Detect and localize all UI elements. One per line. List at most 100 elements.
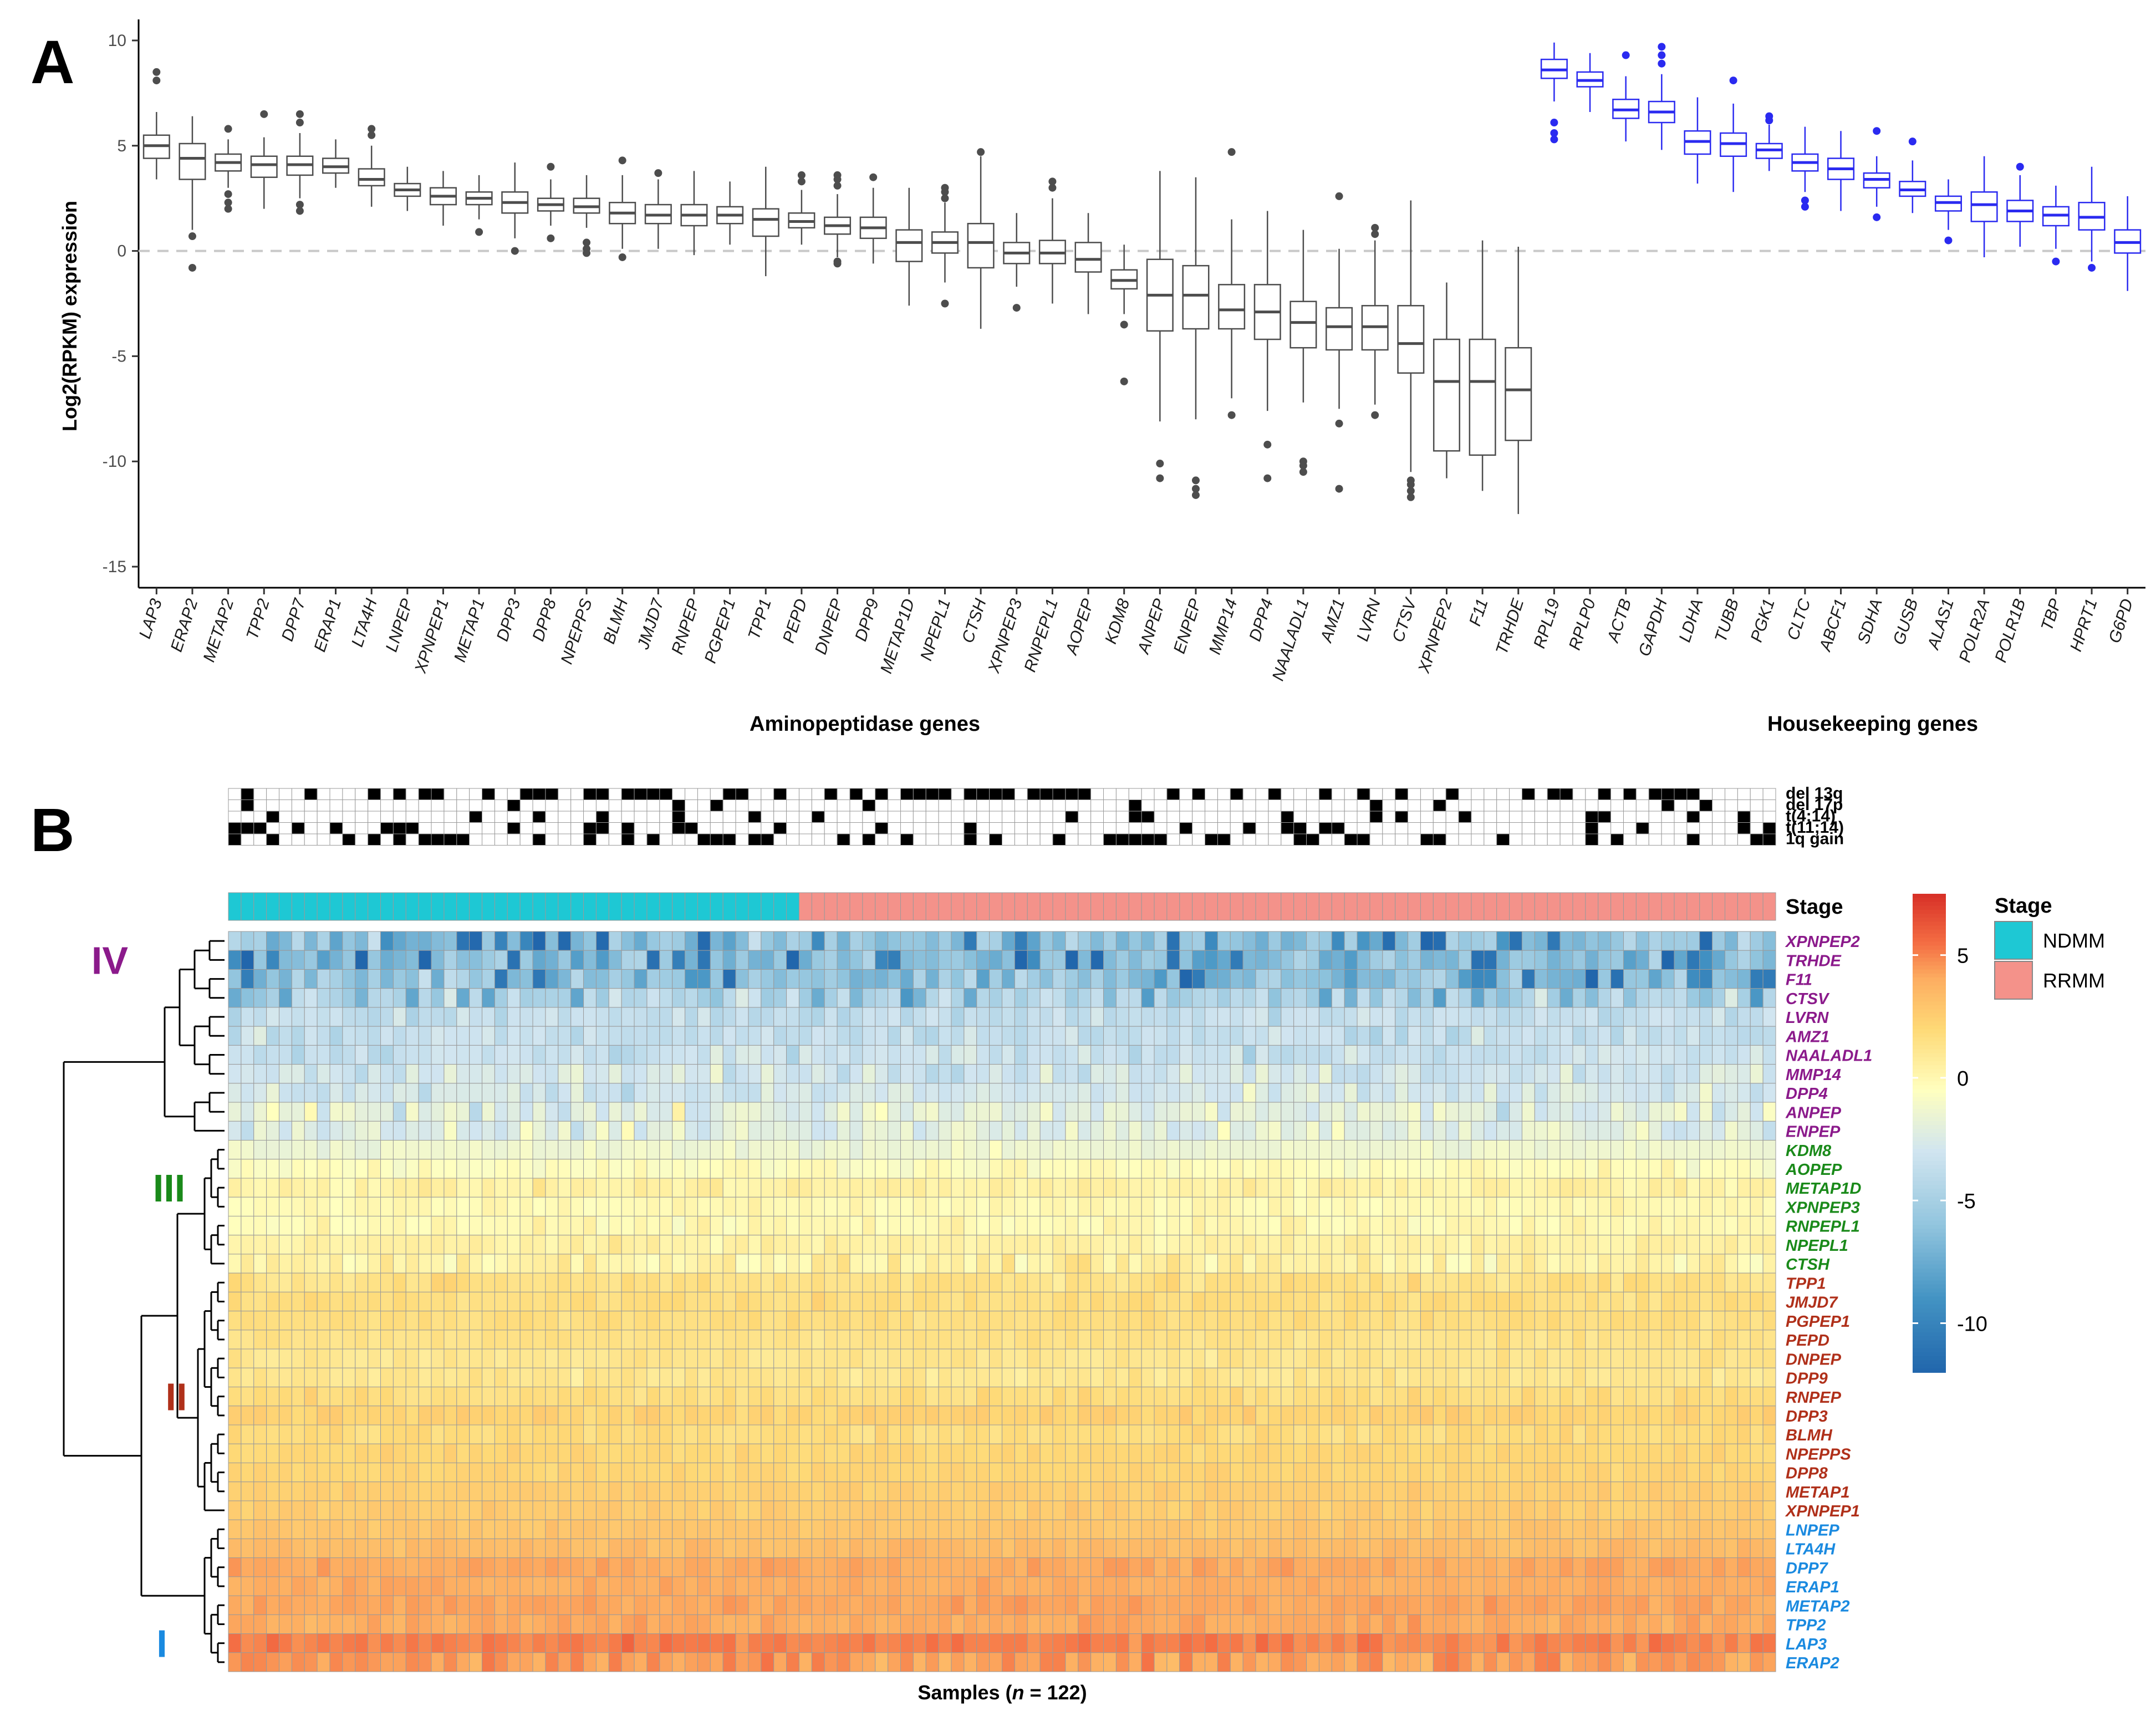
heatmap-cell (964, 1159, 977, 1179)
heatmap-cell (608, 931, 622, 951)
heatmap-cell (1762, 1367, 1776, 1388)
heatmap-cell (1420, 988, 1434, 1008)
heatmap-cell (431, 1462, 445, 1483)
heatmap-cell (519, 1064, 533, 1084)
heatmap-cell (786, 1406, 799, 1425)
heatmap-cell (1661, 1406, 1675, 1425)
heatmap-cell (951, 1406, 965, 1425)
heatmap-cell (507, 1311, 521, 1331)
gene-tick-label: AMZ1 (1317, 597, 1348, 645)
heatmap-cell (1205, 1026, 1218, 1046)
heatmap-cell (1281, 1215, 1294, 1236)
heatmap-cell (773, 1007, 787, 1027)
heatmap-cell (1420, 1102, 1434, 1122)
heatmap-cell (646, 1424, 660, 1444)
heatmap-cell (1128, 1159, 1142, 1179)
heatmap-cell (519, 931, 533, 951)
outlier-point (1263, 440, 1272, 449)
heatmap-cell (1509, 1178, 1522, 1198)
heatmap-cell (1737, 1083, 1751, 1103)
heatmap-cell (1408, 1424, 1421, 1444)
heatmap-cell (355, 1026, 369, 1046)
heatmap-cell (494, 1235, 508, 1255)
heatmap-cell (253, 1311, 267, 1331)
heatmap-cell (1281, 1462, 1294, 1483)
heatmap-cell (672, 1121, 686, 1141)
heatmap-cell (1242, 1215, 1256, 1236)
heatmap-cell (1115, 1387, 1129, 1407)
heatmap-cell (1496, 1367, 1510, 1388)
heatmap-cell (253, 1291, 267, 1312)
heatmap-cell (431, 1443, 445, 1463)
outlier-point (1335, 485, 1343, 493)
heatmap-cell (279, 1196, 292, 1216)
heatmap-cell (342, 1064, 356, 1084)
heatmap-cell (329, 1424, 343, 1444)
heatmap-cell (1521, 1196, 1535, 1216)
heatmap-cell (925, 1462, 939, 1483)
heatmap-cell (1230, 1462, 1243, 1483)
heatmap-cell (1547, 1367, 1561, 1388)
heatmap-cell (786, 1500, 799, 1520)
heatmap-cell (1141, 988, 1155, 1008)
heatmap-cell (1014, 1367, 1028, 1388)
heatmap-cell (1103, 1064, 1117, 1084)
heatmap-cell (964, 1462, 977, 1483)
heatmap-cell (1395, 1272, 1409, 1292)
heatmap-cell (1610, 1121, 1624, 1141)
cytogenetic-cell (444, 822, 457, 834)
heatmap-cell (1712, 1291, 1725, 1312)
outlier-point (1048, 177, 1057, 186)
heatmap-cell (1585, 1178, 1599, 1198)
heatmap-cell (862, 1254, 876, 1274)
heatmap-cell (1179, 1083, 1193, 1103)
heatmap-cell (1408, 1215, 1421, 1236)
heatmap-cell (456, 1121, 470, 1141)
cytogenetic-cell (368, 822, 381, 834)
heatmap-cell (1395, 1348, 1409, 1368)
heatmap-cell (1002, 1026, 1015, 1046)
heatmap-cell (1674, 988, 1688, 1008)
heatmap-cell (1674, 1140, 1688, 1160)
heatmap-cell (1674, 1348, 1688, 1368)
heatmap-cell (1420, 1196, 1434, 1216)
heatmap-row-label: AMZ1 (1785, 1028, 1829, 1046)
heatmap-cell (1014, 1083, 1028, 1103)
heatmap-cell (228, 1007, 242, 1027)
heatmap-cell (862, 950, 876, 970)
heatmap-cell (646, 1272, 660, 1292)
heatmap-cell (1331, 1235, 1345, 1255)
heatmap-cell (1255, 1443, 1269, 1463)
heatmap-cell (1610, 1330, 1624, 1350)
heatmap-cell (1433, 1367, 1446, 1388)
heatmap-cell (1458, 1140, 1472, 1160)
heatmap-cell (291, 1064, 305, 1084)
gene-tick-label: XPNPEP3 (985, 597, 1026, 676)
heatmap-cell (989, 1272, 1002, 1292)
heatmap-cell (1484, 1443, 1497, 1463)
cytogenetic-cell (418, 800, 432, 812)
heatmap-cell (1192, 1178, 1206, 1198)
outlier-point (654, 169, 662, 177)
heatmap-cell (1217, 1178, 1231, 1198)
heatmap-cell (1484, 1462, 1497, 1483)
heatmap-cell (1750, 950, 1763, 970)
heatmap-cell (1496, 1500, 1510, 1520)
heatmap-cell (1078, 1254, 1092, 1274)
heatmap-cell (1433, 1424, 1446, 1444)
heatmap-cell (304, 1481, 318, 1501)
cytogenetic-cell (1598, 833, 1612, 846)
heatmap-cell (1585, 1272, 1599, 1292)
cytogenetic-cell (1103, 788, 1117, 800)
heatmap-cell (228, 1178, 242, 1198)
heatmap-cell (1344, 1102, 1358, 1122)
cytogenetic-cell (1433, 788, 1446, 800)
heatmap-cell (1433, 1196, 1446, 1216)
heatmap-cell (1014, 1026, 1028, 1046)
cytogenetic-cell (266, 788, 280, 800)
heatmap-cell (773, 1159, 787, 1179)
heatmap-cell (1014, 1215, 1028, 1236)
heatmap-cell (938, 1178, 952, 1198)
heatmap-cell (570, 969, 584, 989)
heatmap-cell (532, 1254, 546, 1274)
